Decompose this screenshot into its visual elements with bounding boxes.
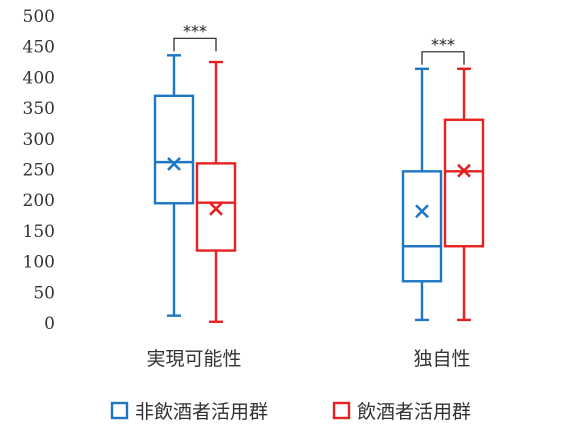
- box-drinker-0: [195, 60, 237, 323]
- x-axis-categories: 実現可能性 独自性: [146, 348, 470, 370]
- mean-marker: [209, 201, 223, 216]
- y-tick-label: 100: [23, 253, 55, 273]
- legend-swatch: [332, 401, 351, 420]
- box-non-drinker-0: [153, 54, 195, 317]
- iqr-box: [443, 118, 485, 248]
- y-tick-label: 50: [33, 283, 55, 303]
- y-tick-label: 400: [23, 68, 55, 88]
- legend-label: 飲酒者活用群: [357, 401, 471, 423]
- mean-marker: [415, 204, 429, 219]
- iqr-box: [153, 94, 195, 205]
- box-non-drinker-1: [401, 67, 443, 322]
- legend-label: 非飲酒者活用群: [135, 401, 268, 423]
- iqr-box: [401, 170, 443, 283]
- y-tick-label: 450: [23, 38, 55, 58]
- y-tick-label: 500: [23, 7, 55, 27]
- plot-area: *** ***: [153, 21, 485, 323]
- y-tick-label: 0: [44, 314, 55, 334]
- y-tick-label: 250: [23, 161, 55, 181]
- legend-swatch: [110, 401, 129, 420]
- category-label: 実現可能性: [146, 348, 241, 370]
- significance-bracket: [421, 51, 465, 65]
- iqr-box: [195, 162, 237, 252]
- y-tick-label: 350: [23, 99, 55, 119]
- y-axis: 0 50 100 150 200 250 300 350 400 450 500: [23, 7, 55, 334]
- legend: 非飲酒者活用群 飲酒者活用群: [110, 401, 471, 423]
- significance-label: ***: [183, 21, 207, 40]
- significance-label: ***: [431, 35, 455, 54]
- y-tick-label: 200: [23, 191, 55, 211]
- significance-bracket: [173, 37, 217, 52]
- mean-marker: [457, 163, 471, 178]
- y-tick-label: 300: [23, 130, 55, 150]
- y-tick-label: 150: [23, 222, 55, 242]
- category-label: 独自性: [413, 348, 470, 370]
- mean-marker: [167, 157, 181, 171]
- box-drinker-1: [443, 67, 485, 322]
